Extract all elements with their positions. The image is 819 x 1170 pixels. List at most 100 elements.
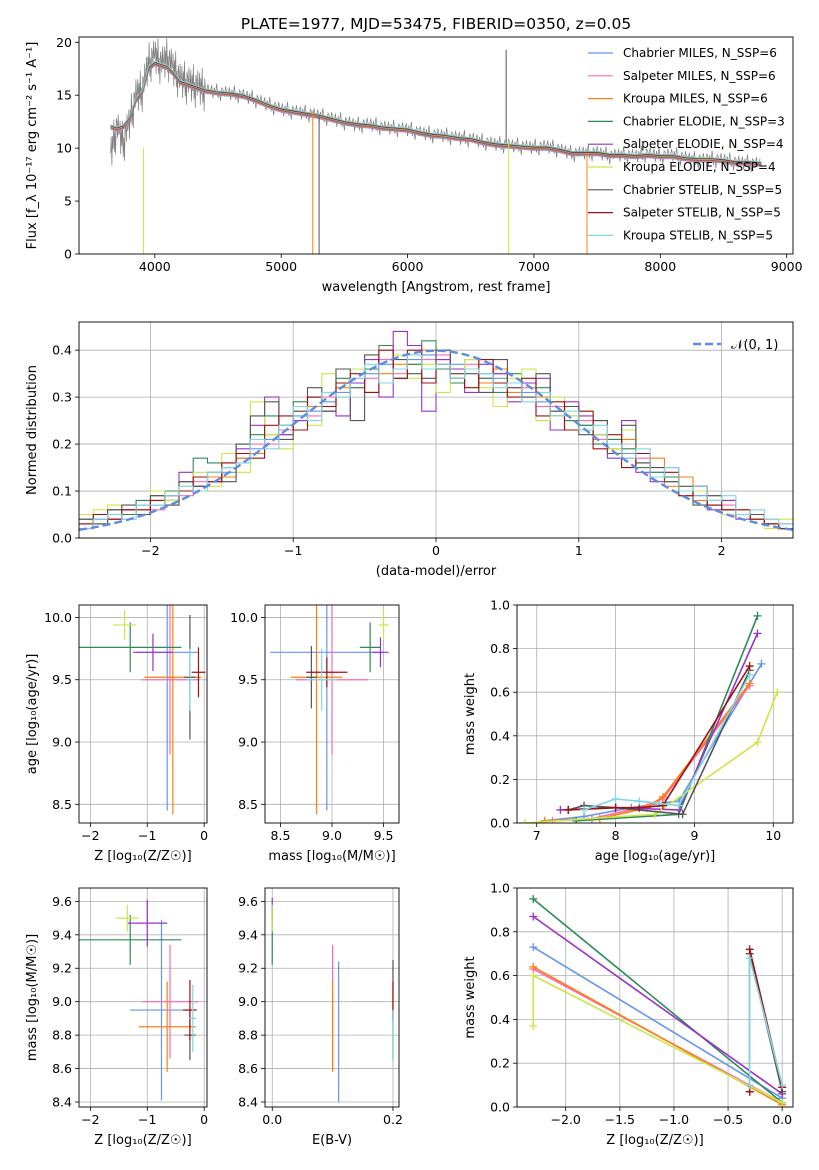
y-axis-label: mass weight [463,956,478,1038]
x-tick-label: −1 [284,543,302,558]
y-tick-label: 8.5 [238,797,258,812]
y-tick-label: 0.0 [52,531,72,546]
x-tick-label: −1 [138,1112,156,1127]
axes-frame [78,887,208,1108]
axes-frame [78,604,208,824]
legend-label: Salpeter MILES, N_SSP=6 [623,69,776,83]
x-tick-label: 8.5 [271,828,291,843]
legend-label: Chabrier STELIB, N_SSP=5 [623,183,782,197]
x-axis-label: wavelength [Angstrom, rest frame] [322,280,551,295]
y-tick-label: 0.8 [490,641,510,656]
legend-label: Chabrier MILES, N_SSP=6 [623,46,777,60]
weight-line [524,691,778,823]
weight-marker [745,945,754,954]
y-tick-label: 9.2 [238,961,258,976]
y-tick-label: 0.2 [490,1056,510,1071]
x-tick-label: −2 [81,1112,99,1127]
axes-frame [78,36,794,255]
age-vs-mass-panel: 8.5 9.0 9.5 8.5 9.0 9.5 10.0 mass [log₁₀(M/M☉)] [230,604,400,864]
y-tick-label: 9.5 [52,672,72,687]
legend-label: 𝒩(0, 1) [731,338,778,353]
y-tick-label: 0.2 [490,772,510,787]
weight-marker [564,805,573,814]
weight-line [544,683,751,822]
x-tick-label: 7000 [518,259,550,274]
y-tick-label: 1.0 [490,881,510,896]
x-tick-label: −2 [141,543,159,558]
weight-marker [529,971,538,980]
x-tick-label: 8 [612,828,620,843]
y-tick-label: 0.1 [52,484,72,499]
weight-marker [658,801,667,810]
y-axis-label: mass weight [463,673,478,755]
x-axis-label: mass [log₁₀(M/M☉)] [268,849,395,864]
residuals-plot-area [79,330,793,531]
weight-line [748,957,783,1086]
weight-vs-age-panel: 7 8 9 10 0.0 0.2 0.4 0.6 0.8 1.0 age [log₁₀(age/yr… [463,598,794,864]
weight-marker [745,662,754,671]
weight-line [560,632,759,811]
y-axis-label: Normed distribution [25,365,40,495]
x-axis-label: Z [log₁₀(Z/Z☉)] [606,1133,703,1148]
y-tick-label: 9.4 [238,927,258,942]
weight-marker [674,801,683,810]
y-tick-label: 8.4 [52,1094,72,1109]
weight-marker [658,792,667,801]
weight-line [532,915,783,1095]
y-tick-label: 0.8 [490,924,510,939]
weight-vs-Z-panel: −2.0 −1.5 −1.0 −0.5 0.0 0.0 0.2 0.4 0.6 0.8 1.0 Z [… [463,881,794,1148]
x-tick-label: 0.0 [262,1112,282,1127]
y-tick-label: 8.8 [238,1028,258,1043]
weight-marker [745,1081,754,1090]
age-vs-Z-panel: −2 −1 0 8.5 9.0 9.5 10.0 Z [log₁₀(Z/Z☉)] age [lo… [25,604,208,864]
weight-marker [778,1098,787,1107]
y-tick-label: 8.5 [52,797,72,812]
mass-vs-Z-plot-area [79,899,199,1101]
weight-line [552,685,751,822]
y-axis-label: mass [log₁₀(M/M☉)] [25,934,40,1061]
model-spectrum-line [110,60,762,163]
y-tick-label: 8.4 [238,1094,258,1109]
weight-marker [773,688,782,697]
weight-marker [745,954,754,963]
weight-marker [611,803,620,812]
x-tick-label: 10 [765,828,781,843]
y-tick-label: 10.0 [230,610,258,625]
weight-marker [529,1021,538,1030]
weight-marker [753,629,762,638]
x-tick-label: 9000 [771,259,803,274]
weight-marker [745,679,754,688]
weight-marker [529,912,538,921]
weight-vs-age-plot-area [520,611,782,823]
weight-marker [745,670,754,679]
mass-vs-EBV-panel: 0.0 0.2 8.4 8.6 8.8 9.0 9.2 9.4 9.6 E(B-V) [238,887,403,1148]
y-tick-label: 8.8 [52,1028,72,1043]
x-tick-label: 9.5 [374,828,394,843]
x-tick-label: −0.5 [713,1112,743,1127]
x-tick-label: 6000 [392,259,424,274]
weight-marker [520,819,529,823]
weight-marker [757,659,766,668]
x-tick-label: 0.0 [772,1112,792,1127]
x-tick-label: −2 [81,828,99,843]
x-tick-label: 0 [200,828,208,843]
axes-frame [78,321,794,539]
y-tick-label: 20 [56,35,72,50]
age-vs-Z-plot-area [79,605,206,815]
weight-marker [556,805,565,814]
x-axis-label: (data-model)/error [376,564,497,579]
age-vs-mass-plot-area [270,605,389,815]
x-tick-label: 9 [690,828,698,843]
x-tick-label: 0 [200,1112,208,1127]
legend-label: Salpeter ELODIE, N_SSP=4 [623,137,784,151]
x-tick-label: 0 [432,543,440,558]
x-tick-label: 7 [533,828,541,843]
x-axis-label: age [log₁₀(age/yr)] [595,849,716,864]
y-tick-label: 9.4 [52,927,72,942]
axes-frame [264,887,400,1108]
y-tick-label: 9.0 [238,735,258,750]
x-tick-label: −1.5 [605,1112,635,1127]
legend-label: Chabrier ELODIE, N_SSP=3 [623,114,785,128]
y-tick-label: 0.3 [52,390,72,405]
